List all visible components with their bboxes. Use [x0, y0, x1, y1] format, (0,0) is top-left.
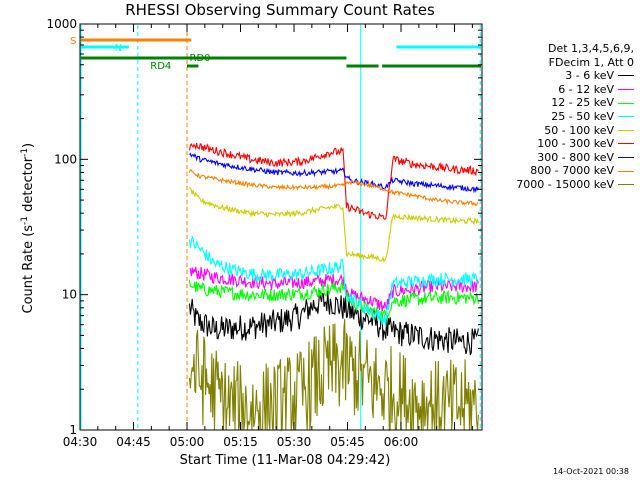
legend-swatch: [618, 157, 634, 159]
legend-swatch: [618, 184, 634, 186]
axes-frame: [79, 23, 483, 431]
y-tick-label-0: 1: [69, 423, 77, 437]
y-axis-label: Count Rate (s-1 detector-1): [19, 142, 37, 314]
legend-item: 800 - 7000 keV: [484, 164, 634, 178]
series-line-8: [188, 319, 479, 433]
series-line-4: [189, 186, 479, 263]
legend-header-line-2: FDecim 1, Att 0: [548, 55, 634, 69]
legend-item-label: 7000 - 15000 keV: [516, 177, 614, 191]
legend: Det 1,3,4,5,6,9, FDecim 1, Att 0 3 - 6 k…: [484, 42, 634, 192]
legend-item: 3 - 6 keV: [484, 69, 634, 83]
x-tick-label-2: 05:00: [170, 435, 205, 449]
legend-item-label: 50 - 100 keV: [544, 123, 614, 137]
series-line-0: [188, 290, 479, 356]
legend-item-label: 300 - 800 keV: [537, 150, 614, 164]
state-label-rd4: RD4: [150, 61, 171, 72]
legend-swatch: [618, 129, 634, 131]
legend-item-label: 25 - 50 keV: [551, 109, 614, 123]
x-tick-label-0: 04:30: [63, 435, 98, 449]
y-tick-label-3: 1000: [46, 17, 77, 31]
legend-header-line-1: Det 1,3,4,5,6,9,: [547, 42, 634, 55]
state-label-n: N: [115, 43, 122, 54]
y-tick-label-1: 10: [62, 288, 77, 302]
chart-title: RHESSI Observing Summary Count Rates: [125, 1, 435, 19]
x-tick-label-3: 05:15: [223, 435, 258, 449]
x-tick-label-5: 05:45: [330, 435, 365, 449]
legend-swatch: [618, 116, 634, 118]
series-line-7: [188, 168, 479, 207]
legend-item: 100 - 300 keV: [484, 137, 634, 151]
legend-item-label: 3 - 6 keV: [565, 69, 614, 83]
legend-swatch: [618, 75, 634, 77]
series-line-3: [188, 235, 479, 327]
x-axis-label: Start Time (11-Mar-08 04:29:42): [179, 453, 391, 468]
legend-swatch: [618, 89, 634, 91]
y-tick-label-2: 100: [54, 152, 77, 166]
legend-item: 12 - 25 keV: [484, 96, 634, 110]
plot-area: S N RD0 RD4: [70, 25, 481, 433]
legend-item-label: 100 - 300 keV: [537, 137, 614, 151]
legend-item-label: 12 - 25 keV: [551, 96, 614, 110]
x-tick-label-1: 04:45: [116, 435, 151, 449]
x-tick-label-4: 05:30: [277, 435, 312, 449]
state-label-s: S: [70, 36, 76, 47]
legend-swatch: [618, 143, 634, 145]
legend-item: 25 - 50 keV: [484, 110, 634, 124]
legend-item-label: 6 - 12 keV: [558, 82, 614, 96]
x-tick-label-6: 06:00: [384, 435, 419, 449]
legend-item-label: 800 - 7000 keV: [530, 164, 614, 178]
legend-item: 7000 - 15000 keV: [484, 178, 634, 192]
legend-item: 6 - 12 keV: [484, 83, 634, 97]
series-line-6: [189, 152, 479, 194]
timestamp: 14-Oct-2021 00:38: [553, 467, 629, 476]
state-label-rd0: RD0: [190, 53, 211, 64]
legend-item: 50 - 100 keV: [484, 124, 634, 138]
legend-swatch: [618, 170, 634, 172]
axis-ticks: 1 10 100 1000 04:30 04:45 05:00 05:15 05:30 05:45…: [46, 17, 482, 449]
series-line-5: [188, 142, 479, 220]
legend-item: 300 - 800 keV: [484, 151, 634, 165]
series-line-2: [188, 280, 479, 323]
legend-swatch: [618, 102, 634, 104]
